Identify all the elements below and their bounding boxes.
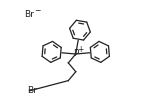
Text: Br: Br xyxy=(27,86,37,95)
Text: Br: Br xyxy=(24,10,34,18)
Text: P: P xyxy=(73,49,78,59)
Text: −: − xyxy=(34,6,41,15)
Text: +: + xyxy=(77,45,84,54)
